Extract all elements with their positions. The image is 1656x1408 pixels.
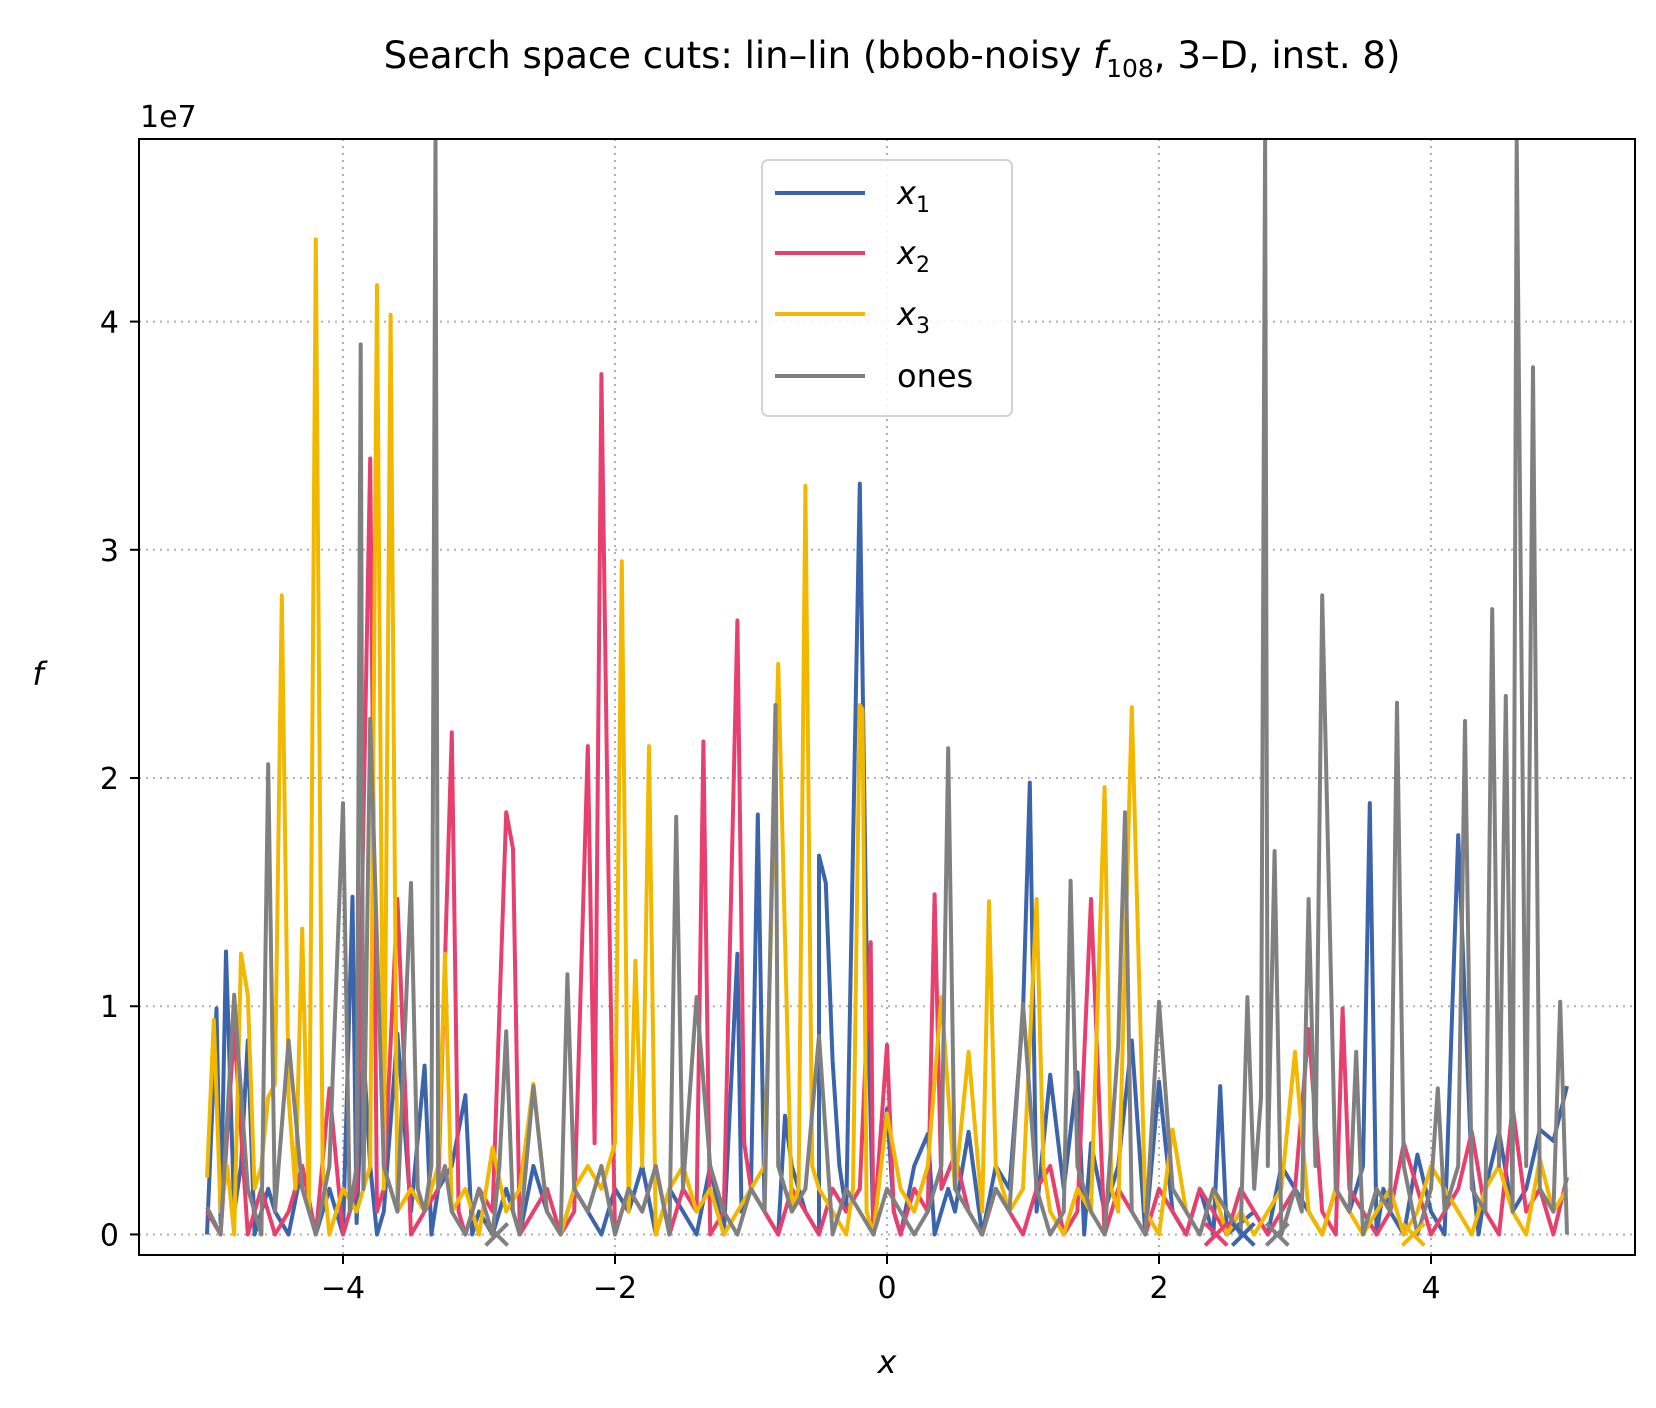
- legend-entry-ones: ones: [775, 357, 973, 395]
- legend-entry-x1: x1: [775, 174, 930, 218]
- legend-box: [761, 159, 1013, 417]
- marker-layer: [484, 1222, 1426, 1247]
- x-axis-label: x: [877, 1343, 898, 1381]
- legend-entry-x2: x2: [775, 234, 930, 278]
- series-layer: [205, 139, 1569, 1237]
- y-tick-label-0: 0: [100, 1218, 119, 1253]
- legend-label-x1: x1: [896, 174, 930, 218]
- legend-label-x2: x2: [896, 234, 930, 278]
- grid-layer: [139, 139, 1635, 1255]
- optimum-marker-2: [1230, 1222, 1256, 1247]
- x-tick-label-2: 0: [877, 1271, 896, 1306]
- optimum-marker-4: [1400, 1222, 1426, 1247]
- legend-label-ones: ones: [897, 357, 973, 395]
- y-tick-label-4: 4: [100, 306, 119, 341]
- y-axis-label: f: [32, 655, 48, 693]
- x-tick-label-3: 2: [1149, 1271, 1168, 1306]
- optimum-marker-0: [484, 1222, 510, 1247]
- y-offset-text: 1e7: [140, 100, 197, 135]
- optimum-marker-3: [1264, 1222, 1290, 1247]
- chart-title: Search space cuts: lin–lin (bbob-noisy f…: [384, 34, 1401, 83]
- y-tick-label-1: 1: [100, 990, 119, 1025]
- y-tick-label-3: 3: [100, 534, 119, 569]
- x-tick-label-4: 4: [1421, 1271, 1440, 1306]
- optimum-marker-1: [1203, 1222, 1229, 1247]
- legend-entry-x3: x3: [775, 295, 930, 339]
- tick-layer: −4 −2 0 2 4 0 1 2 3 4: [100, 306, 1441, 1306]
- legend-label-x3: x3: [896, 295, 930, 339]
- series-line-ones: [205, 139, 1569, 1237]
- x-tick-label-1: −2: [593, 1271, 637, 1306]
- x-tick-label-0: −4: [321, 1271, 365, 1306]
- y-tick-label-2: 2: [100, 762, 119, 797]
- legend: x1 x2 x3 ones: [761, 159, 1013, 417]
